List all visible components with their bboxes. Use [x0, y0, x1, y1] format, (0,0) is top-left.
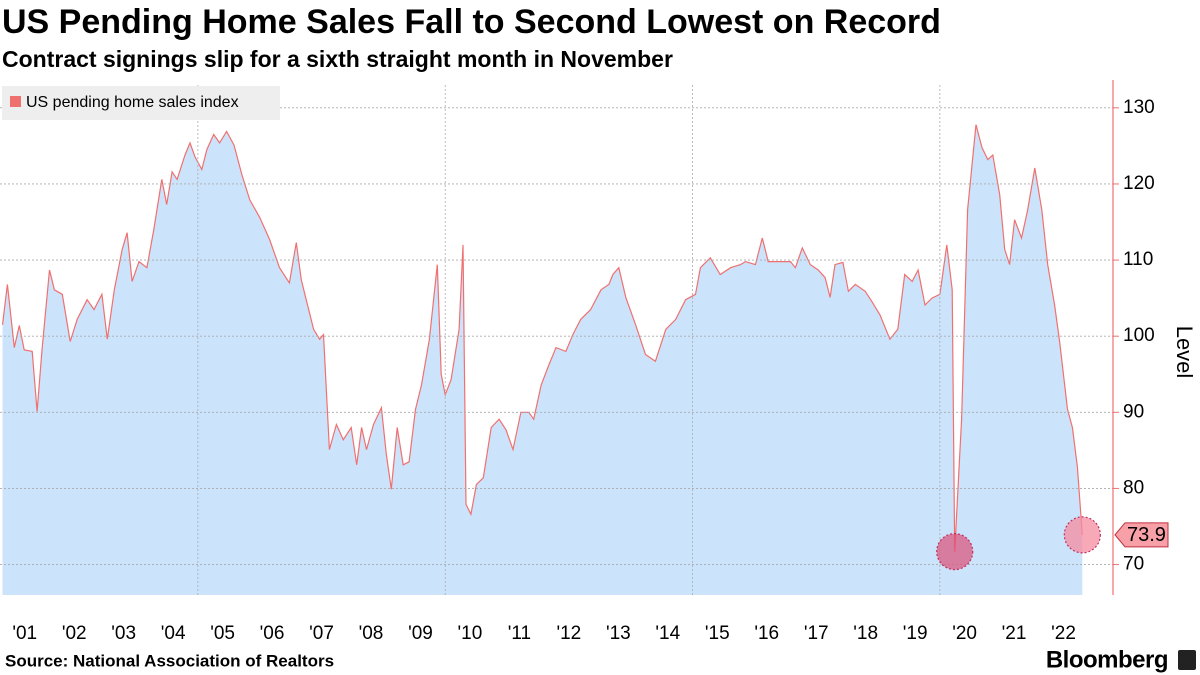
- value-label: 73.9: [1127, 524, 1166, 546]
- brand: Bloomberg: [1046, 646, 1168, 673]
- x-tick-label: '03: [111, 623, 136, 644]
- y-tick-label: 70: [1123, 554, 1144, 575]
- y-tick-label: 100: [1123, 325, 1155, 346]
- x-tick-label: '19: [903, 623, 928, 644]
- line: [1, 124, 1083, 552]
- x-tick-label: '17: [804, 623, 829, 644]
- x-tick-label: '18: [853, 623, 878, 644]
- source: Source: National Association of Realtors: [5, 651, 334, 670]
- x-tick-label: '02: [62, 623, 87, 644]
- legend-box: [2, 86, 280, 120]
- brand-icon: [1178, 650, 1196, 670]
- x-tick-label: '15: [705, 623, 730, 644]
- x-tick-label: '21: [1002, 623, 1027, 644]
- chart-subtitle: Contract signings slip for a sixth strai…: [2, 46, 673, 72]
- y-axis-label: Level: [1172, 326, 1197, 379]
- x-tick-label: '16: [754, 623, 779, 644]
- x-tick-label: '12: [556, 623, 581, 644]
- x-tick-label: '01: [12, 623, 37, 644]
- area: [2, 124, 1083, 595]
- y-tick-label: 130: [1123, 97, 1155, 118]
- legend-swatch: [10, 96, 21, 107]
- x-tick-label: '04: [161, 623, 186, 644]
- x-tick-label: '06: [260, 623, 285, 644]
- x-tick-label: '05: [210, 623, 235, 644]
- x-tick-label: '13: [606, 623, 631, 644]
- x-tick-label: '08: [359, 623, 384, 644]
- x-tick-label: '11: [508, 623, 531, 644]
- value-callout: [1114, 522, 1169, 548]
- y-tick-label: 90: [1123, 401, 1144, 422]
- y-tick-label: 120: [1123, 173, 1155, 194]
- legend: US pending home sales index: [2, 86, 280, 120]
- highlight-point: [936, 533, 974, 571]
- highlight-point: [1063, 516, 1101, 554]
- x-tick-label: '14: [655, 623, 680, 644]
- x-tick-label: '10: [458, 623, 483, 644]
- chart-title: US Pending Home Sales Fall to Second Low…: [2, 3, 941, 41]
- y-tick-label: 110: [1123, 249, 1153, 270]
- y-tick-label: 80: [1123, 477, 1144, 498]
- x-tick-label: '09: [408, 623, 433, 644]
- plot: [1, 124, 1083, 595]
- x-tick-label: '20: [952, 623, 977, 644]
- legend-label: US pending home sales index: [26, 94, 239, 111]
- x-tick-label: '22: [1051, 623, 1076, 644]
- x-tick-label: '07: [309, 623, 334, 644]
